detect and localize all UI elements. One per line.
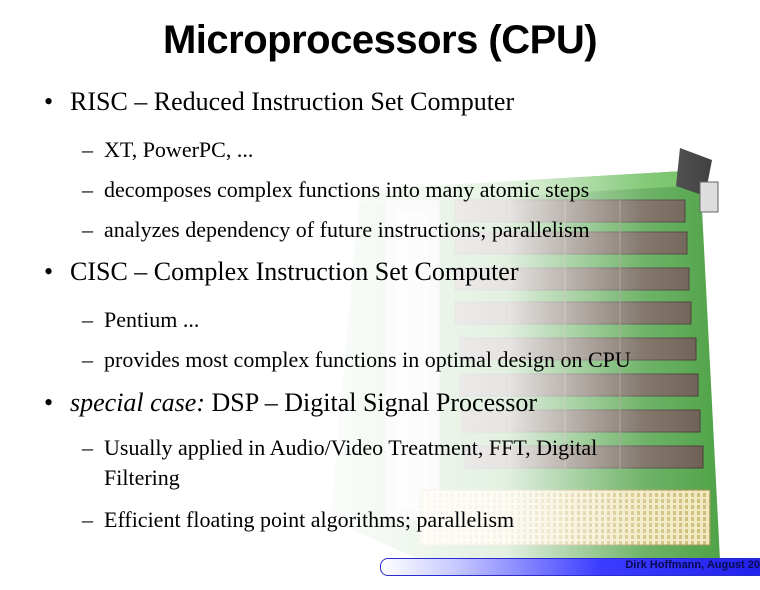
bullet-dot-icon: • (44, 388, 54, 417)
dash-icon: – (82, 435, 93, 460)
sub-bullet-dsp-usage: – Usually applied in Audio/Video Treatme… (82, 433, 598, 493)
sub-bullet-risc-dependency: – analyzes dependency of future instruct… (82, 215, 590, 245)
dash-icon: – (82, 347, 93, 372)
sub-bullet-continuation: Filtering (104, 465, 180, 490)
sub-bullet-dsp-float: – Efficient floating point algorithms; p… (82, 505, 515, 535)
bullet-text: RISC – Reduced Instruction Set Computer (70, 87, 515, 116)
dash-icon: – (82, 177, 93, 202)
dash-icon: – (82, 307, 93, 332)
slide-title: Microprocessors (CPU) (162, 18, 598, 62)
sub-bullet-text: analyzes dependency of future instructio… (104, 217, 590, 242)
bullet-text: CISC – Complex Instruction Set Computer (70, 257, 519, 286)
bullet-risc: • RISC – Reduced Instruction Set Compute… (44, 87, 515, 117)
dash-icon: – (82, 137, 93, 162)
sub-bullet-text: Efficient floating point algorithms; par… (104, 507, 515, 532)
sub-bullet-text: Pentium ... (104, 307, 200, 332)
bullet-emphasis: special case: (70, 388, 206, 417)
dash-icon: – (82, 217, 93, 242)
sub-bullet-text: XT, PowerPC, ... (104, 137, 254, 162)
sub-bullet-risc-decompose: – decomposes complex functions into many… (82, 175, 590, 205)
bullet-dot-icon: • (44, 257, 54, 286)
bullet-text: DSP – Digital Signal Processor (211, 388, 537, 417)
bullet-dsp: • special case: DSP – Digital Signal Pro… (44, 388, 537, 418)
sub-bullet-risc-examples: – XT, PowerPC, ... (82, 135, 254, 165)
bullet-cisc: • CISC – Complex Instruction Set Compute… (44, 257, 519, 287)
dash-icon: – (82, 507, 93, 532)
footer-author: Dirk Hoffmann, August 20 (625, 559, 760, 571)
sub-bullet-text: decomposes complex functions into many a… (104, 177, 590, 202)
bullet-dot-icon: • (44, 87, 54, 116)
sub-bullet-text: Usually applied in Audio/Video Treatment… (104, 435, 598, 460)
sub-bullet-cisc-example: – Pentium ... (82, 305, 200, 335)
footer-bar (380, 558, 760, 576)
sub-bullet-text: provides most complex functions in optim… (104, 347, 631, 372)
sub-bullet-cisc-design: – provides most complex functions in opt… (82, 345, 631, 375)
